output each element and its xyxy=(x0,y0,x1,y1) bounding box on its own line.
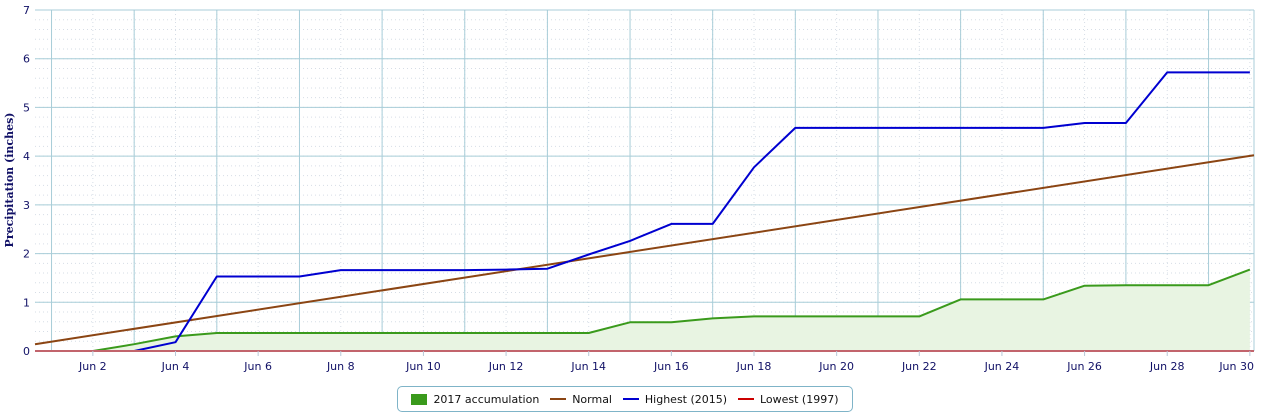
x-tick-label: Jun 22 xyxy=(901,360,937,373)
x-tick-label: Jun 26 xyxy=(1066,360,1102,373)
y-tick-label: 4 xyxy=(23,150,30,163)
x-tick-label: Jun 28 xyxy=(1149,360,1185,373)
y-tick-label: 2 xyxy=(23,248,30,261)
legend-label: 2017 accumulation xyxy=(433,392,540,406)
legend-swatch xyxy=(550,398,567,400)
series-line-highest-2015 xyxy=(51,71,1250,352)
y-tick-label: 6 xyxy=(23,53,30,66)
y-axis-title: Precipitation (inches) xyxy=(3,113,16,248)
x-tick-label: Jun 16 xyxy=(653,360,689,373)
y-tick-label: 7 xyxy=(23,4,30,17)
plot-area xyxy=(35,10,1254,351)
legend-item-highest-2015[interactable]: Highest (2015) xyxy=(622,392,728,406)
x-axis-ticks: Jun 2 Jun 4 Jun 6 Jun 8 Jun 10 Jun 12 Jun 14 Ju… xyxy=(78,351,1254,373)
legend-label: Highest (2015) xyxy=(644,392,728,406)
series-line-2017-accumulation xyxy=(51,268,1251,352)
x-tick-label: Jun 24 xyxy=(984,360,1020,373)
legend-swatch xyxy=(411,393,428,405)
series-line-normal xyxy=(34,154,1255,346)
legend-label: Lowest (1997) xyxy=(759,392,839,406)
x-tick-label: Jun 14 xyxy=(570,360,606,373)
series-area-2017-accumulation xyxy=(51,269,1250,351)
x-tick-label: Jun 20 xyxy=(818,360,854,373)
y-tick-label: 1 xyxy=(23,296,30,309)
x-tick-label: Jun 6 xyxy=(243,360,272,373)
x-tick-label: Jun 10 xyxy=(405,360,441,373)
y-axis-ticks: 0 1 2 3 4 5 6 7 xyxy=(23,4,30,358)
x-tick-label: Jun 18 xyxy=(736,360,772,373)
y-tick-label: 0 xyxy=(23,345,30,358)
legend-swatch xyxy=(622,398,639,400)
legend: 2017 accumulation Normal Highest (2015) Low… xyxy=(397,386,853,412)
y-tick-label: 3 xyxy=(23,199,30,212)
legend-swatch xyxy=(737,398,754,400)
x-tick-label: Jun 30 xyxy=(1218,360,1254,373)
x-tick-label: Jun 2 xyxy=(78,360,107,373)
y-tick-label: 5 xyxy=(23,101,30,114)
x-tick-label: Jun 8 xyxy=(326,360,355,373)
x-tick-label: Jun 4 xyxy=(161,360,190,373)
legend-item-2017-accumulation[interactable]: 2017 accumulation xyxy=(411,393,539,406)
x-tick-label: Jun 12 xyxy=(488,360,524,373)
legend-item-normal[interactable]: Normal xyxy=(550,393,612,406)
legend-label: Normal xyxy=(572,392,612,406)
legend-item-lowest-1997[interactable]: Lowest (1997) xyxy=(737,392,839,406)
